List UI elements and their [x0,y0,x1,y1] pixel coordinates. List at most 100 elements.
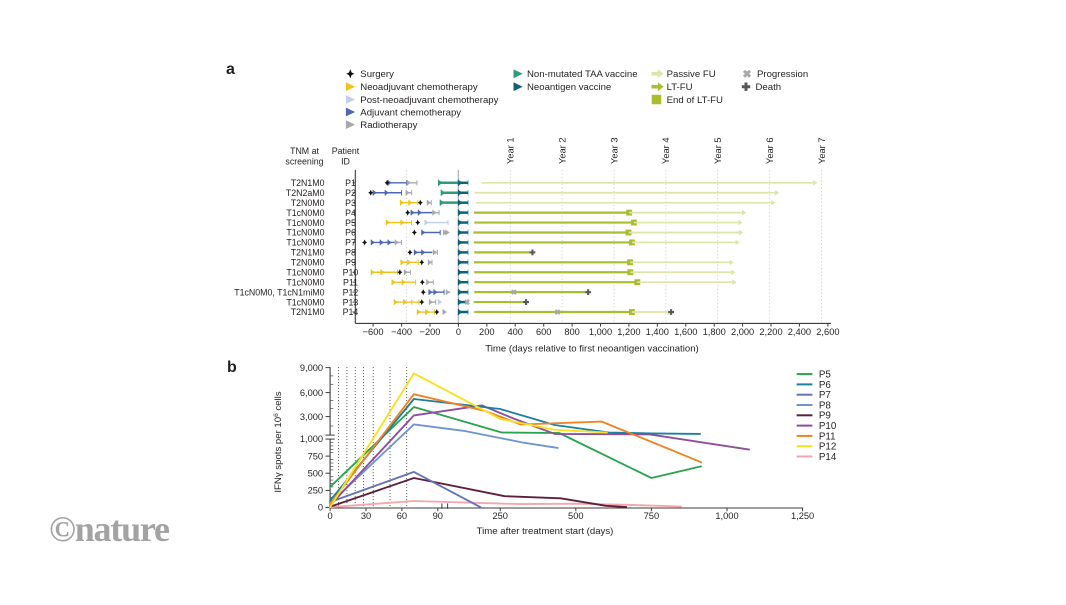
svg-text:Time (days relative to first n: Time (days relative to first neoantigen … [485,344,698,355]
svg-text:Year 7: Year 7 [817,137,827,164]
svg-text:0: 0 [328,511,333,521]
svg-text:400: 400 [507,327,523,337]
svg-text:750: 750 [644,511,660,521]
svg-text:0: 0 [318,503,323,513]
svg-text:T2N0M0: T2N0M0 [291,198,325,208]
svg-text:Neoantigen vaccine: Neoantigen vaccine [527,82,611,93]
svg-text:P1: P1 [345,178,356,188]
svg-text:a: a [226,61,235,78]
svg-text:T1cN0M0: T1cN0M0 [286,228,324,238]
svg-text:Year 6: Year 6 [765,137,775,164]
svg-text:1,200: 1,200 [617,327,640,337]
svg-text:T1cN0M0: T1cN0M0 [286,238,324,248]
svg-text:End of LT-FU: End of LT-FU [667,95,723,106]
svg-text:250: 250 [492,511,508,521]
svg-text:P7: P7 [345,238,356,248]
svg-text:T2N2aM0: T2N2aM0 [286,188,325,198]
svg-text:Year 4: Year 4 [661,137,671,164]
svg-text:P14: P14 [343,307,359,317]
svg-text:©nature: ©nature [49,509,170,549]
svg-text:P3: P3 [345,198,356,208]
svg-text:T1cN0M0: T1cN0M0 [286,297,324,307]
svg-text:500: 500 [568,511,584,521]
svg-text:2,000: 2,000 [731,327,754,337]
svg-text:1,250: 1,250 [791,511,814,521]
svg-text:1,800: 1,800 [703,327,726,337]
svg-text:P6: P6 [345,228,356,238]
svg-text:Year 1: Year 1 [506,137,516,164]
svg-text:−600: −600 [363,327,384,337]
svg-text:0: 0 [456,327,461,337]
svg-text:P14: P14 [819,452,837,463]
svg-text:250: 250 [308,486,324,496]
svg-text:Time after treatment start (da: Time after treatment start (days) [477,526,614,537]
svg-text:P12: P12 [343,287,359,297]
svg-text:P11: P11 [343,277,358,287]
svg-text:−200: −200 [420,327,441,337]
svg-text:T2N1M0: T2N1M0 [291,307,325,317]
svg-text:600: 600 [536,327,552,337]
svg-text:750: 750 [308,451,324,461]
svg-text:Post-neoadjuvant chemotherapy: Post-neoadjuvant chemotherapy [360,95,498,106]
svg-text:T1cN0M0: T1cN0M0 [286,268,324,278]
svg-text:P9: P9 [819,411,831,422]
svg-text:Year 3: Year 3 [609,137,619,164]
svg-text:2,600: 2,600 [816,327,839,337]
svg-text:500: 500 [308,468,324,478]
svg-text:Non-mutated TAA vaccine: Non-mutated TAA vaccine [527,69,638,80]
svg-text:P8: P8 [819,400,832,411]
svg-text:Radiotherapy: Radiotherapy [360,120,417,131]
svg-text:Patient: Patient [332,146,360,156]
svg-text:T2N0M0: T2N0M0 [291,258,325,268]
svg-text:60: 60 [397,511,407,521]
svg-text:9,000: 9,000 [300,363,323,373]
svg-text:IFNγ spots per 106 cells: IFNγ spots per 106 cells [273,391,284,492]
svg-text:T1cN0M0: T1cN0M0 [286,277,324,287]
svg-text:2,400: 2,400 [788,327,811,337]
svg-text:800: 800 [564,327,580,337]
svg-text:P12: P12 [819,442,836,453]
svg-text:1,000: 1,000 [300,434,323,444]
svg-text:LT-FU: LT-FU [667,82,693,93]
svg-text:P5: P5 [819,370,832,381]
svg-text:P10: P10 [819,421,837,432]
svg-text:Adjuvant chemotherapy: Adjuvant chemotherapy [360,107,461,118]
svg-text:1,400: 1,400 [646,327,669,337]
svg-text:P2: P2 [345,188,356,198]
svg-text:T1cN0M0, T1cN1miM0: T1cN0M0, T1cN1miM0 [234,287,324,297]
svg-text:T1cN0M0: T1cN0M0 [286,218,324,228]
svg-text:b: b [227,359,237,376]
svg-text:Progression: Progression [757,69,808,80]
svg-text:Passive FU: Passive FU [667,69,716,80]
svg-text:P5: P5 [345,218,356,228]
svg-text:Neoadjuvant chemotherapy: Neoadjuvant chemotherapy [360,82,478,93]
svg-text:Surgery: Surgery [360,69,394,80]
svg-text:P10: P10 [343,268,359,278]
svg-text:P9: P9 [345,258,356,268]
svg-text:P6: P6 [819,380,832,391]
svg-text:P13: P13 [343,297,359,307]
svg-text:1,000: 1,000 [715,511,738,521]
svg-text:P8: P8 [345,248,356,258]
svg-text:screening: screening [285,156,323,166]
svg-text:6,000: 6,000 [300,388,323,398]
svg-text:ID: ID [341,156,350,166]
svg-text:90: 90 [433,511,443,521]
svg-text:1,000: 1,000 [589,327,612,337]
svg-text:P7: P7 [819,390,831,401]
svg-text:30: 30 [361,511,371,521]
svg-text:3,000: 3,000 [300,412,323,422]
svg-text:2,200: 2,200 [759,327,782,337]
svg-text:Death: Death [756,82,782,93]
svg-text:−400: −400 [391,327,412,337]
svg-text:P11: P11 [819,431,836,442]
svg-text:T2N1M0: T2N1M0 [291,178,325,188]
svg-text:Year 2: Year 2 [557,137,567,164]
svg-text:P4: P4 [345,208,356,218]
svg-text:TNM at: TNM at [290,146,319,156]
svg-text:T1cN0M0: T1cN0M0 [286,208,324,218]
svg-text:1,600: 1,600 [674,327,697,337]
svg-text:200: 200 [479,327,495,337]
svg-text:T2N1M0: T2N1M0 [291,248,325,258]
svg-text:Year 5: Year 5 [713,137,723,164]
